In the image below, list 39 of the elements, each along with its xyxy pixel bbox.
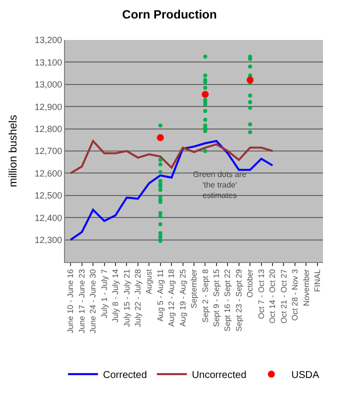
x-tick-label: July 22 - July 28	[134, 268, 143, 328]
x-tick-label: July 1 - July 7	[100, 268, 109, 318]
y-tick-label: 13,200	[34, 35, 62, 46]
x-tick-label: Aug 5 - Aug 11	[156, 268, 165, 322]
x-tick-label: Oct 14 - Oct 20	[268, 268, 278, 324]
x-tick-label: Sept 23 - Sept 29	[234, 268, 244, 332]
x-tick-label: September	[190, 268, 199, 308]
x-tick-label: August	[144, 268, 154, 294]
x-tick-label: Oct 28 - Nov 3	[290, 268, 300, 321]
x-tick-label: Aug 19 - Aug 25	[178, 268, 188, 327]
y-tick-label: 13,000	[34, 80, 62, 90]
y-tick-label: 12,500	[34, 190, 62, 201]
y-tick-label: 12,400	[34, 212, 62, 223]
legend-label: USDA	[291, 370, 320, 382]
x-tick-label: June 24 - June 30	[88, 268, 98, 334]
x-tick-label: October	[246, 268, 255, 298]
y-tick-label: 12,300	[34, 234, 62, 245]
x-tick-label: July 15 - July 21	[122, 268, 132, 328]
y-tick-label: 12,700	[34, 146, 62, 156]
y-tick-label: 13,100	[34, 57, 62, 68]
x-tick-label: Oct 7 - Oct 13	[256, 268, 266, 319]
x-tick-label: Sept 9 - Sept 15	[212, 268, 222, 328]
y-tick-label: 12,600	[34, 168, 62, 178]
y-axis-title: million bushels	[7, 114, 20, 188]
legend-label: Corrected	[103, 370, 147, 382]
line-series	[70, 140, 274, 241]
legend-label: Uncorrected	[192, 370, 246, 382]
x-tick-label: June 10 - June 16	[66, 268, 76, 334]
y-tick-label: 12,900	[34, 102, 62, 112]
x-tick-label: November	[302, 268, 311, 306]
x-tick-label: FINAL	[312, 268, 322, 292]
x-tick-label: Sept 16 - Sept 22	[223, 268, 232, 332]
x-tick-label: June 17 - June 23	[77, 268, 86, 334]
x-tick-label: Aug 12 - Aug 18	[167, 268, 176, 327]
chart-title: Corn Production	[122, 7, 217, 22]
x-tick-label: Oct 21 - Oct 27	[279, 268, 288, 324]
y-tick-label: 12,800	[34, 124, 62, 134]
x-tick-label: Sept 2 - Sept 8	[200, 268, 210, 323]
x-tick-label: July 8 - July 14	[111, 268, 120, 323]
